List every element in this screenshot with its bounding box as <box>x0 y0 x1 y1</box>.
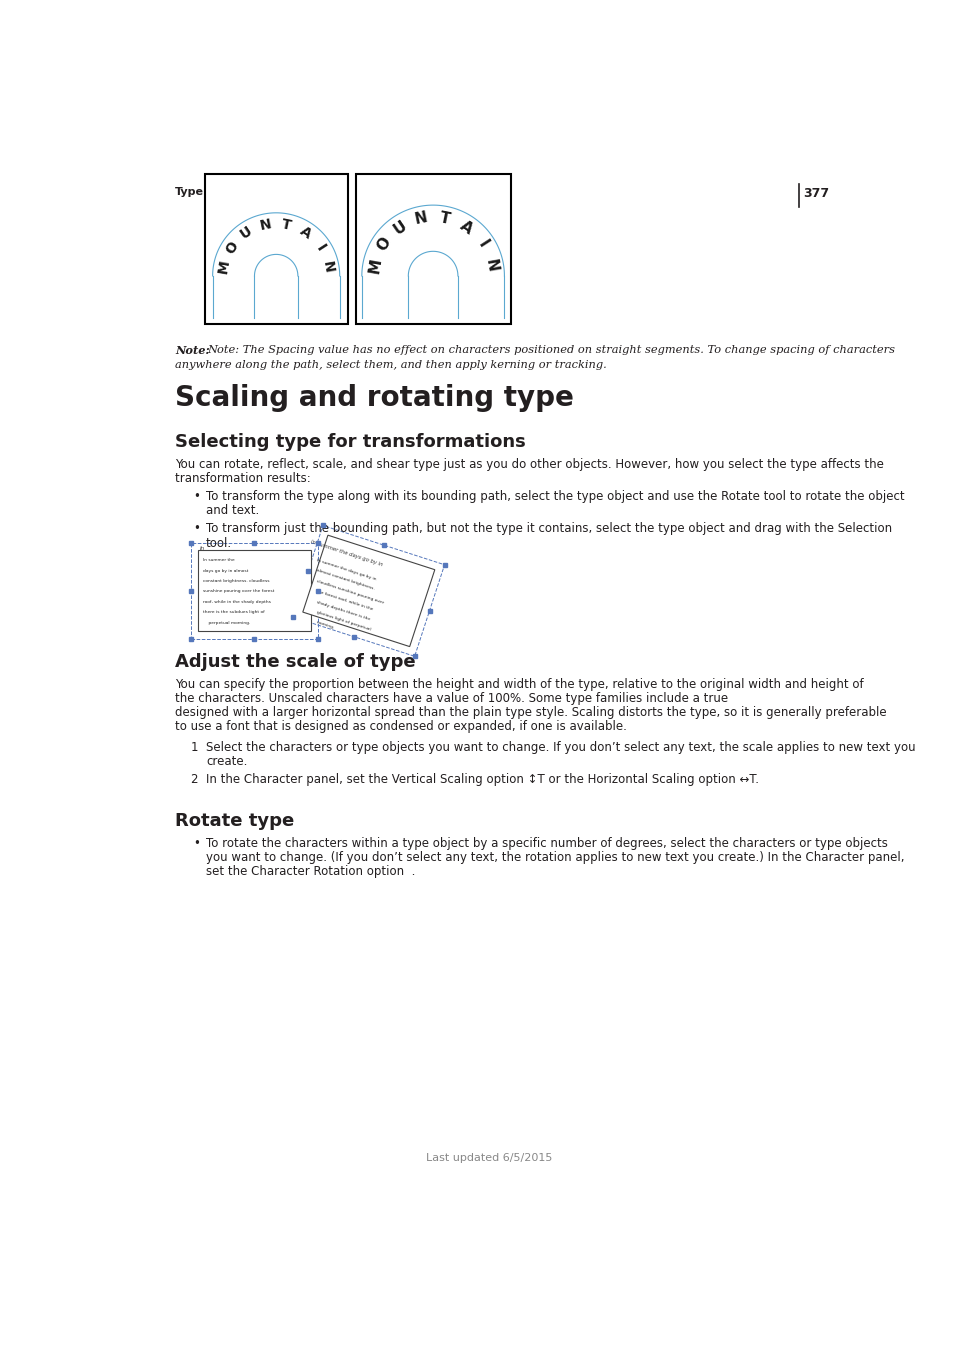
Text: transformation results:: transformation results: <box>174 472 311 485</box>
Text: set the Character Rotation option  .: set the Character Rotation option . <box>206 865 415 878</box>
Text: Adjust the scale of type: Adjust the scale of type <box>174 653 416 671</box>
Text: perpetual morning.: perpetual morning. <box>203 621 250 625</box>
Text: glorious light of perpetual: glorious light of perpetual <box>315 610 371 632</box>
Text: designed with a larger horizontal spread than the plain type style. Scaling dist: designed with a larger horizontal spread… <box>174 706 885 720</box>
Text: constant brightness. cloudless: constant brightness. cloudless <box>203 579 269 583</box>
Text: M: M <box>216 259 233 275</box>
Text: sunshine pouring over the forest: sunshine pouring over the forest <box>203 590 274 594</box>
Text: Note: The Spacing value has no effect on characters positioned on straight segme: Note: The Spacing value has no effect on… <box>208 346 895 355</box>
Text: Select the characters or type objects you want to change. If you don’t select an: Select the characters or type objects yo… <box>206 741 915 753</box>
Text: T: T <box>437 211 451 227</box>
Text: 377: 377 <box>802 186 828 200</box>
Text: I: I <box>313 242 328 254</box>
Text: Last updated 6/5/2015: Last updated 6/5/2015 <box>425 1153 552 1162</box>
Text: almost constant brightness.: almost constant brightness. <box>315 568 375 591</box>
Text: you want to change. (If you don’t select any text, the rotation applies to new t: you want to change. (If you don’t select… <box>206 850 903 864</box>
Text: N: N <box>414 211 429 227</box>
Text: U: U <box>237 224 254 242</box>
Text: O: O <box>223 239 241 256</box>
Text: You can specify the proportion between the height and width of the type, relativ: You can specify the proportion between t… <box>174 678 862 690</box>
Text: the characters. Unscaled characters have a value of 100%. Some type families inc: the characters. Unscaled characters have… <box>174 691 731 705</box>
Text: Rotate type: Rotate type <box>174 811 294 830</box>
Text: Scaling and rotating type: Scaling and rotating type <box>174 383 574 412</box>
Text: Selecting type for transformations: Selecting type for transformations <box>174 433 525 451</box>
Text: shady depths there is the: shady depths there is the <box>315 599 371 621</box>
Text: •: • <box>193 490 199 504</box>
Text: tool.: tool. <box>206 536 232 549</box>
Text: In the Character panel, set the Vertical Scaling option ↕T or the Horizontal Sca: In the Character panel, set the Vertical… <box>206 774 759 786</box>
Bar <box>355 174 510 324</box>
Text: morning.: morning. <box>315 621 335 630</box>
Text: to use a font that is designed as condensed or expanded, if one is available.: to use a font that is designed as conden… <box>174 721 626 733</box>
Text: You can rotate, reflect, scale, and shear type just as you do other objects. How: You can rotate, reflect, scale, and shea… <box>174 458 883 471</box>
Text: 2: 2 <box>191 774 198 786</box>
Text: In summer the days go by in: In summer the days go by in <box>309 540 382 568</box>
Text: To rotate the characters within a type object by a specific number of degrees, s: To rotate the characters within a type o… <box>206 837 887 849</box>
Bar <box>204 174 348 324</box>
Text: In summer the days go by in: In summer the days go by in <box>315 558 376 582</box>
Text: anywhere along the path, select them, and then apply kerning or tracking.: anywhere along the path, select them, an… <box>174 359 606 370</box>
Bar <box>302 535 435 647</box>
Text: M: M <box>366 256 383 274</box>
Text: create.: create. <box>206 755 247 768</box>
Text: •: • <box>193 522 199 536</box>
Text: cloudless sunshine pouring over: cloudless sunshine pouring over <box>315 579 384 605</box>
Text: there is the subdues light of: there is the subdues light of <box>203 610 264 614</box>
Text: In: In <box>199 545 205 551</box>
Text: O: O <box>374 235 393 254</box>
Text: N: N <box>320 261 335 274</box>
Text: To transform just the bounding path, but not the type it contains, select the ty: To transform just the bounding path, but… <box>206 522 891 536</box>
Text: 1: 1 <box>191 741 198 753</box>
Text: •: • <box>193 837 199 849</box>
Text: I: I <box>475 238 490 251</box>
Text: Note:: Note: <box>174 346 210 356</box>
Text: T: T <box>280 217 293 232</box>
Text: and text.: and text. <box>206 505 259 517</box>
Text: In summer the: In summer the <box>203 558 234 562</box>
Text: To transform the type along with its bounding path, select the type object and u: To transform the type along with its bou… <box>206 490 903 504</box>
Text: A: A <box>297 224 314 242</box>
Text: N: N <box>482 258 499 274</box>
Text: Type: Type <box>174 186 204 197</box>
Text: U: U <box>390 217 409 238</box>
Text: roof, while in the shady depths: roof, while in the shady depths <box>203 599 271 603</box>
Text: days go by in almost: days go by in almost <box>203 568 248 572</box>
Text: the forest roof, while in the: the forest roof, while in the <box>315 590 374 612</box>
Text: A: A <box>456 219 475 238</box>
Bar <box>198 551 311 632</box>
Text: N: N <box>258 216 273 232</box>
